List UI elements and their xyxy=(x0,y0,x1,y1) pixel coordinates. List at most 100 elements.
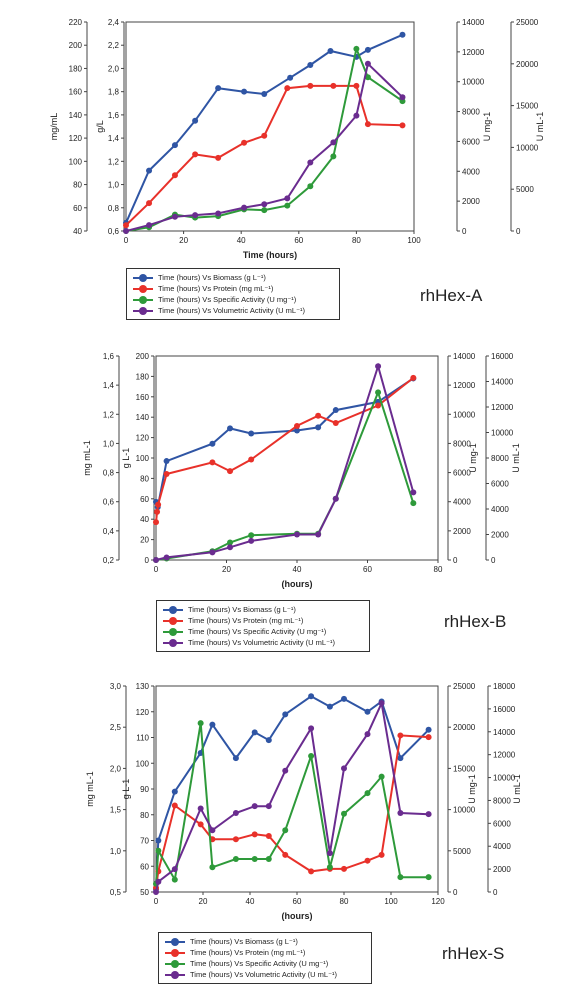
x-tick-label: 0 xyxy=(124,236,129,245)
data-point xyxy=(294,427,300,434)
legend-item: Time (hours) Vs Specific Activity (U mg⁻… xyxy=(165,958,365,969)
x-axis-label: Time (hours) xyxy=(243,250,297,260)
y-tick-label: 14000 xyxy=(453,352,476,361)
plot-frame xyxy=(155,355,439,561)
y-tick-label: 6000 xyxy=(462,137,480,146)
legend-item: Time (hours) Vs Volumetric Activity (U m… xyxy=(133,305,333,316)
y-tick-label: 0 xyxy=(493,888,498,897)
y-tick-label: 4000 xyxy=(493,842,511,851)
x-tick-label: 20 xyxy=(179,236,188,245)
y-tick-label: 1,4 xyxy=(108,134,120,143)
data-point xyxy=(308,753,315,760)
y-tick-label: 0 xyxy=(453,556,458,565)
data-point xyxy=(410,489,417,496)
y-tick-label: 0,8 xyxy=(103,469,115,478)
legend-label: Time (hours) Vs Volumetric Activity (U m… xyxy=(188,638,336,647)
y-tick-label: 220 xyxy=(69,18,83,27)
x-tick-label: 40 xyxy=(246,897,255,906)
series-line xyxy=(155,695,430,890)
data-point xyxy=(425,734,432,741)
data-point xyxy=(154,508,161,515)
data-point xyxy=(171,802,178,809)
data-point xyxy=(248,537,255,544)
data-point xyxy=(209,864,216,871)
y-tick-label: 80 xyxy=(73,181,82,190)
data-point xyxy=(326,850,333,857)
data-point xyxy=(227,544,234,551)
data-point xyxy=(330,153,337,160)
data-point xyxy=(378,851,385,858)
y-tick-label: 1,2 xyxy=(108,157,120,166)
data-point xyxy=(251,803,258,810)
data-point xyxy=(192,117,199,124)
data-point xyxy=(171,213,178,220)
y-tick-label: 1,0 xyxy=(110,847,122,856)
x-tick-label: 100 xyxy=(407,236,421,245)
y-tick-label: 1,8 xyxy=(108,88,120,97)
x-tick-label: 60 xyxy=(293,897,302,906)
data-point xyxy=(397,874,404,881)
legend-label: Time (hours) Vs Biomass (g L⁻¹) xyxy=(190,937,298,946)
data-point xyxy=(330,139,337,146)
data-point xyxy=(364,708,371,715)
data-point xyxy=(378,773,385,780)
y-tick-label: 12000 xyxy=(491,403,514,412)
y-tick-label: 10000 xyxy=(516,143,539,152)
data-point xyxy=(410,374,417,381)
x-tick-label: 0 xyxy=(154,565,159,574)
series-line xyxy=(155,389,415,561)
y-tick-label: 40 xyxy=(73,227,82,236)
y-tick-label: 14000 xyxy=(491,378,514,387)
data-point xyxy=(307,82,314,89)
y-tick-label: 8000 xyxy=(453,439,471,448)
data-point xyxy=(265,803,272,810)
data-point xyxy=(410,500,417,507)
y-tick-label: 2000 xyxy=(462,197,480,206)
x-tick-label: 80 xyxy=(340,897,349,906)
legend-rhhex-b: Time (hours) Vs Biomass (g L⁻¹) Time (hou… xyxy=(156,600,370,652)
y-tick-label: 100 xyxy=(136,454,150,463)
y-axis-label: U mL-1 xyxy=(535,112,545,142)
legend-item: Time (hours) Vs Specific Activity (U mg⁻… xyxy=(133,294,333,305)
data-point xyxy=(364,121,371,128)
legend-item: Time (hours) Vs Biomass (g L⁻¹) xyxy=(165,936,365,947)
y-tick-label: 8000 xyxy=(493,796,511,805)
data-point xyxy=(315,412,322,419)
y-tick-label: 12000 xyxy=(493,751,516,760)
chart-rhhex-s: 0 20 40 60 80 100 120 (hours) 0,5 1,0 1,5 2,0 2,5 3,0… xyxy=(85,682,522,921)
panel-label-rhhex-s: rhHex-S xyxy=(442,944,505,963)
data-point xyxy=(265,832,272,839)
legend-label: Time (hours) Vs Protein (mg mL⁻¹) xyxy=(158,284,274,293)
legend-swatch xyxy=(165,959,185,969)
chart-rhhex-b: 0 20 40 60 80 (hours) 0,2 0,4 0,6 0,8 1,0 1,2 1,4 1,6… xyxy=(82,352,521,589)
data-point xyxy=(375,389,382,396)
chart-rhhex-a: 0 20 40 60 80 100 Time (hours) 0,6 0,8 1,0 1,2 1,4 1… xyxy=(49,18,545,260)
y-axis-label: U mg-1 xyxy=(482,112,492,142)
data-point xyxy=(261,207,268,214)
data-point xyxy=(146,200,153,207)
data-point xyxy=(327,48,334,55)
data-point xyxy=(378,700,385,707)
y-tick-label: 10000 xyxy=(453,410,476,419)
data-point xyxy=(155,837,162,844)
y-tick-label: 90 xyxy=(140,785,149,794)
y-tick-label: 10000 xyxy=(462,78,485,87)
legend-item: Time (hours) Vs Specific Activity (U mg⁻… xyxy=(163,626,363,637)
data-point xyxy=(282,851,289,858)
data-point xyxy=(308,868,315,875)
data-point xyxy=(341,865,347,872)
y-tick-label: 10000 xyxy=(493,774,516,783)
data-point xyxy=(294,422,300,429)
y-tick-label: 1,4 xyxy=(103,381,115,390)
y-tick-label: 10000 xyxy=(491,429,514,438)
y-tick-label: 1,0 xyxy=(103,439,115,448)
data-point xyxy=(265,737,272,744)
y-tick-label: 80 xyxy=(140,811,149,820)
data-point xyxy=(307,183,314,190)
y-tick-label: 25000 xyxy=(516,18,539,27)
legend-item: Time (hours) Vs Volumetric Activity (U m… xyxy=(163,637,363,648)
data-point xyxy=(192,212,199,219)
legend-swatch xyxy=(133,306,153,316)
y-tick-label: 14000 xyxy=(493,728,516,737)
y-tick-label: 4000 xyxy=(453,498,471,507)
